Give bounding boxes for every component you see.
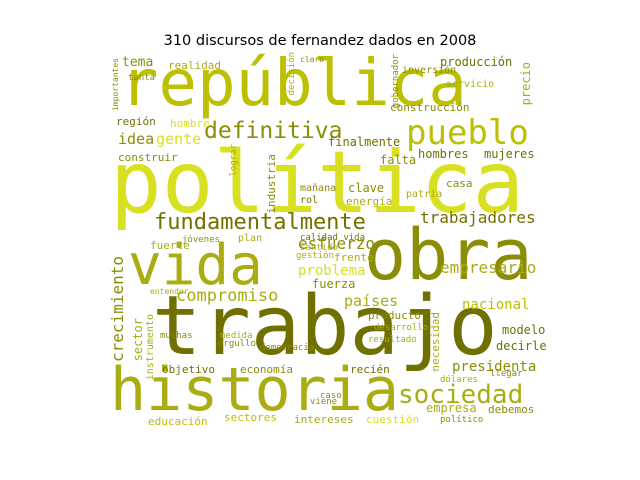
- word-nacional: nacional: [462, 297, 530, 313]
- word-viviendo: entender: [150, 287, 189, 296]
- word-fuerte: fuerte: [150, 239, 190, 252]
- word-paises: países: [344, 292, 399, 310]
- word-cuestion: cuestión: [366, 413, 419, 426]
- word-instrumento: instrumento: [145, 314, 156, 381]
- word-familia: sentido: [300, 243, 338, 253]
- word-necesidad: necesidad: [429, 312, 442, 372]
- word-idea: idea: [118, 130, 155, 148]
- word-pueblo: pueblo: [406, 113, 529, 153]
- word-sociedad: sociedad: [398, 380, 524, 410]
- word-gestion: gestión: [296, 251, 334, 261]
- word-politico: político: [440, 415, 484, 425]
- word-sectores: sectores: [224, 411, 277, 424]
- word-jovenes: jóvenes: [182, 235, 220, 245]
- word-cloud: república política trabajo obra vida his…: [110, 52, 552, 426]
- word-clave: clave: [348, 181, 385, 195]
- word-definitiva: definitiva: [204, 118, 343, 144]
- word-resultado: resultado: [368, 335, 417, 345]
- word-fuerza: fuerza: [312, 277, 356, 291]
- word-construccion: construcción: [390, 101, 470, 114]
- word-gente: gente: [156, 130, 202, 148]
- word-modelo: modelo: [502, 323, 546, 337]
- word-accion: medida: [220, 331, 253, 341]
- word-hombres-mujeres: hombres: [418, 147, 469, 161]
- word-rol: rol: [300, 195, 319, 206]
- word-patria: patria: [406, 189, 443, 200]
- word-gobernador: gobernador: [391, 54, 401, 109]
- word-empresa: empresa: [426, 401, 477, 415]
- word-empresario: empresario: [440, 258, 537, 277]
- word-construir: construir: [118, 151, 178, 164]
- word-politica: política: [110, 133, 525, 233]
- word-republica: república: [120, 52, 467, 121]
- word-obra: obra: [364, 214, 533, 296]
- word-fundamentalmente: fundamentalmente: [154, 210, 366, 235]
- word-importantes: llegar: [490, 369, 523, 379]
- word-tema: tema: [122, 55, 154, 70]
- word-crecimiento: crecimiento: [110, 256, 127, 362]
- word-calidad-vida: calidad vida: [300, 233, 366, 243]
- word-finalmente: finalmente: [328, 135, 401, 149]
- word-objetivo: objetivo: [162, 363, 215, 376]
- word-mujeres: mujeres: [484, 147, 535, 161]
- word-viene: viene: [310, 397, 338, 407]
- word-manana: mañana: [300, 183, 337, 194]
- chart-title: 310 discursos de fernandez dados en 2008: [163, 33, 477, 49]
- word-precio: precio: [519, 62, 533, 106]
- word-esfuerzo: esfuerzo: [298, 234, 376, 253]
- word-trabajo: trabajo: [152, 279, 498, 374]
- word-economia: economía: [240, 363, 293, 376]
- word-energia: energía: [346, 195, 393, 208]
- word-dolares: dólares: [440, 375, 478, 385]
- word-llegar: orgullo: [218, 339, 256, 349]
- word-producto: producto: [368, 309, 421, 322]
- word-realidad: realidad: [168, 59, 221, 72]
- word-caso: caso: [320, 391, 342, 401]
- word-debemos: debemos: [488, 403, 535, 416]
- word-plan: plan: [238, 233, 263, 244]
- word-recien: recién: [350, 363, 390, 376]
- word-desarrollo: desarrollo: [374, 323, 429, 333]
- word-recurso: claro: [300, 55, 325, 64]
- word-educacion: educación: [148, 415, 208, 426]
- word-tanta: tanta: [128, 73, 156, 83]
- word-construyendo: decisión: [287, 52, 297, 96]
- word-presidenta: presidenta: [452, 359, 537, 375]
- word-lograr: lograr: [229, 144, 239, 177]
- word-problema: problema: [298, 263, 366, 279]
- word-servicio: servicio: [446, 79, 495, 90]
- word-region: región: [116, 115, 156, 128]
- word-casa: casa: [446, 177, 473, 190]
- word-industria: industria: [265, 154, 278, 214]
- word-trabajando: importantes: [111, 58, 120, 111]
- word-compromiso: compromiso: [176, 286, 279, 306]
- word-produccion: producción: [440, 55, 513, 69]
- word-orgullo: muchas: [160, 331, 193, 341]
- word-hombre: hombre: [170, 117, 210, 130]
- word-trabajadores: trabajadores: [420, 208, 536, 227]
- word-sector: sector: [131, 318, 145, 362]
- word-democracia: democracia: [260, 343, 315, 353]
- word-vida: vida: [128, 233, 263, 298]
- word-frente: frente: [334, 251, 374, 264]
- word-falta: falta: [380, 153, 417, 167]
- word-historia: historia: [110, 355, 399, 425]
- word-intereses: intereses: [294, 413, 354, 426]
- word-inversion: inversión: [402, 65, 457, 76]
- word-decirle: decirle: [496, 339, 547, 353]
